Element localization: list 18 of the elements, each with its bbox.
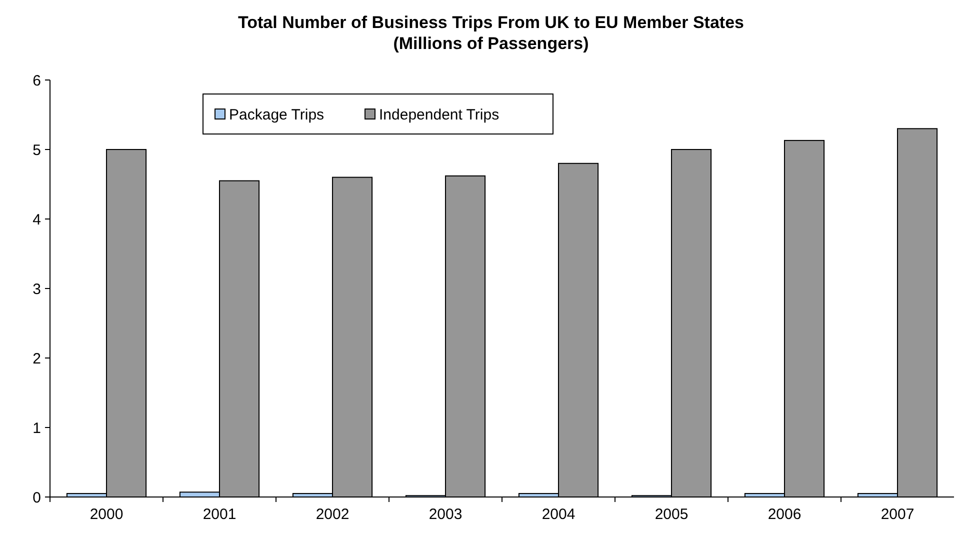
x-tick-label: 2006 <box>768 506 802 523</box>
x-tick-label: 2007 <box>880 506 914 523</box>
x-tick-label: 2002 <box>316 506 350 523</box>
x-tick-label: 2005 <box>654 506 688 523</box>
x-tick-label: 2000 <box>90 506 124 523</box>
chart-title: Total Number of Business Trips From UK to EU Member States (Millions of Passengers) <box>238 13 744 53</box>
legend-label: Independent Trips <box>379 106 500 124</box>
y-tick-label: 4 <box>32 211 41 228</box>
y-tick-label: 1 <box>32 420 41 437</box>
y-tick-label: 3 <box>32 280 41 298</box>
x-tick-label: 2004 <box>542 506 576 523</box>
y-tick-label: 5 <box>32 142 41 159</box>
legend-label: Package Trips <box>229 106 324 124</box>
x-tick-label: 2001 <box>202 506 236 523</box>
y-tick-label: 2 <box>32 350 41 368</box>
y-tick-label: 0 <box>32 489 41 506</box>
y-tick-label: 6 <box>32 72 41 90</box>
x-tick-label: 2003 <box>428 506 462 523</box>
